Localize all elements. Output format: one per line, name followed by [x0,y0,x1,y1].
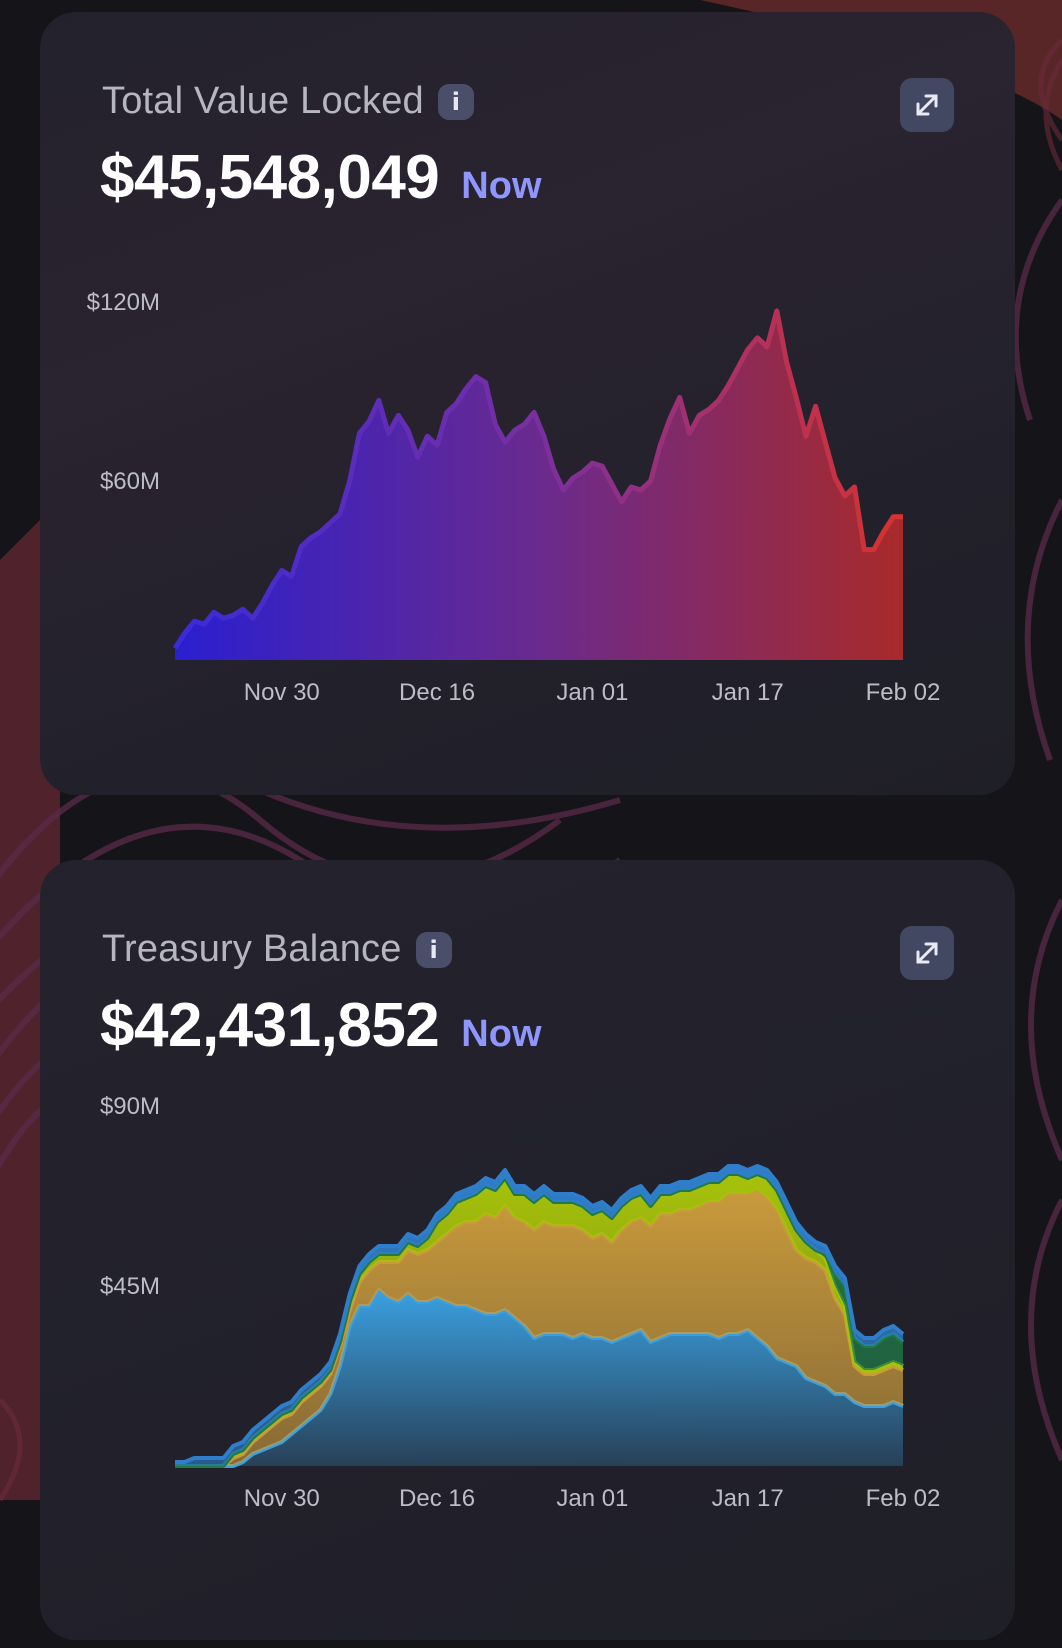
tvl-header: Total Value Locked i [102,80,474,123]
expand-arrows-icon [916,94,938,116]
tvl-value-row: $45,548,049 Now [100,142,542,213]
info-icon[interactable]: i [415,931,452,968]
tvl-card: Total Value Locked i $45,548,049 Now $12… [40,12,1015,795]
stacked-area-layer [175,1290,903,1466]
x-tick-label: Dec 16 [399,1485,475,1512]
treasury-header: Treasury Balance i [102,928,452,971]
x-tick-label: Dec 16 [399,679,475,706]
x-tick-label: Nov 30 [244,679,320,706]
tvl-title: Total Value Locked [102,80,424,122]
treasury-chart: $90M $45M Nov 30 Dec 16 Jan 01 Jan 17 Feb 02 [100,1093,941,1512]
x-tick-label: Jan 01 [556,679,628,706]
x-tick-label: Nov 30 [244,1485,320,1512]
tvl-area [175,310,903,660]
stacked-area-layer [175,1190,903,1466]
x-tick-label: Feb 02 [866,1485,941,1512]
x-tick-label: Jan 17 [712,1485,784,1512]
tvl-now-badge: Now [461,165,542,207]
stacked-area-line [175,1164,905,1464]
x-tick-label: Jan 01 [556,1485,628,1512]
tvl-line [172,308,903,650]
treasury-expand-button[interactable] [900,926,954,980]
y-tick-label: $45M [100,1273,160,1300]
y-tick-label: $60M [100,468,160,495]
treasury-value: $42,431,852 [100,991,440,1060]
expand-arrows-icon [916,942,938,964]
tvl-chart: $120M $60M Nov 30 Dec 16 Jan 01 Jan 17 Feb 02 [87,289,941,706]
treasury-value-row: $42,431,852 Now [100,990,542,1061]
tvl-value: $45,548,049 [100,143,440,212]
treasury-title: Treasury Balance [102,928,402,970]
y-tick-label: $90M [100,1093,160,1120]
x-tick-label: Feb 02 [866,679,941,706]
info-icon[interactable]: i [437,83,474,120]
treasury-card: Treasury Balance i $42,431,852 Now $90M $… [40,860,1015,1640]
treasury-now-badge: Now [461,1013,542,1055]
x-tick-label: Jan 17 [712,679,784,706]
tvl-expand-button[interactable] [900,78,954,132]
y-tick-label: $120M [87,289,160,316]
